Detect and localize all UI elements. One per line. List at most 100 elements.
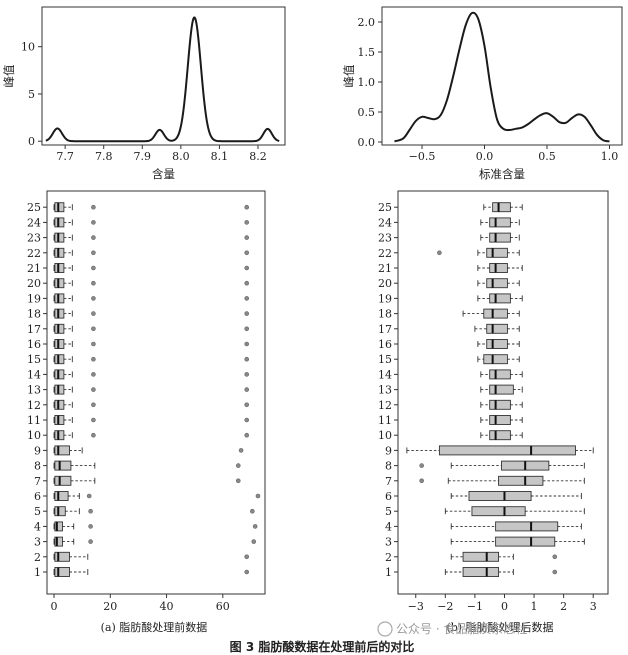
box-row-a: [53, 491, 261, 501]
outlier-point: [86, 493, 92, 499]
x-tick-label-b: 0.0: [476, 150, 494, 163]
y-tick-label-a: 15: [27, 353, 41, 366]
box: [489, 369, 511, 380]
outlier-point: [91, 204, 96, 210]
outlier-point: [244, 402, 250, 408]
y-tick-label-a: 2: [34, 551, 41, 564]
y-tick-label-a: 3: [34, 536, 41, 549]
x-tick-label-a: 8.2: [249, 150, 267, 163]
y-tick-label-b: 15: [378, 353, 392, 366]
y-tick-label-a: 16: [27, 338, 41, 351]
box: [462, 567, 500, 577]
box: [54, 263, 65, 273]
box-row-b: [477, 339, 520, 349]
outlier-point: [244, 296, 250, 301]
outlier-point: [235, 478, 241, 484]
box: [489, 217, 511, 228]
x-tick-label-b: 0: [501, 600, 508, 613]
box-row-a: [53, 460, 241, 471]
outlier-point: [437, 250, 442, 256]
box: [483, 354, 508, 365]
outlier-point: [552, 569, 558, 575]
y-tick-label-a: 22: [27, 247, 41, 260]
box: [489, 384, 514, 395]
y-tick-label-a: 7: [34, 475, 41, 488]
outlier-point: [244, 356, 250, 362]
y-tick-label-b: 0.0: [358, 136, 376, 149]
y-tick-label-a: 5: [28, 88, 35, 101]
outlier-point: [91, 265, 96, 271]
outlier-point: [244, 204, 250, 210]
y-tick-label-a: 17: [27, 323, 41, 336]
x-tick-label-a: 60: [216, 600, 230, 613]
y-tick-label-b: 1.0: [358, 76, 376, 89]
box-row-b: [419, 460, 585, 471]
outlier-point: [244, 265, 250, 271]
y-tick-label-a: 25: [27, 201, 41, 214]
outlier-point: [91, 280, 96, 286]
box-row-a: [53, 202, 250, 213]
y-tick-label-b: 9: [385, 444, 392, 457]
outlier-point: [91, 372, 96, 377]
x-tick-label-a: 7.7: [56, 150, 74, 163]
outlier-point: [91, 356, 96, 362]
box: [483, 308, 508, 319]
box: [489, 430, 511, 441]
x-tick-label-a: 20: [103, 600, 117, 613]
box-row-a: [53, 567, 250, 577]
outlier-point: [91, 326, 96, 332]
box-row-a: [53, 536, 257, 547]
box: [54, 445, 70, 456]
density-plot-a: 7.7 7.8 7.9 8.0 8.1 8.2 0 5 10 含量 峰值: [2, 6, 286, 181]
y-tick-label-a: 21: [27, 262, 41, 275]
outlier-point: [91, 220, 96, 225]
outlier-point: [244, 280, 250, 286]
box-row-b: [477, 263, 523, 273]
box-row-b: [450, 491, 582, 501]
box-row-a: [53, 217, 250, 228]
y-tick-label-b: 7: [385, 475, 392, 488]
box-row-b: [480, 384, 523, 395]
box: [489, 232, 511, 243]
box: [54, 308, 65, 319]
x-tick-label-a: 8.0: [172, 150, 190, 163]
box: [492, 202, 511, 213]
y-tick-label-a: 5: [34, 505, 41, 518]
y-tick-label-b: 25: [378, 201, 392, 214]
box: [486, 247, 508, 258]
box: [54, 247, 65, 258]
box: [498, 475, 544, 486]
y-tick-label-a: 24: [27, 216, 41, 229]
y-tick-label-b: 20: [378, 277, 392, 290]
box-row-a: [53, 232, 250, 243]
box-row-a: [53, 263, 250, 273]
box: [495, 521, 559, 532]
y-tick-label-b: 8: [385, 460, 392, 473]
x-tick-label-a: 7.9: [134, 150, 152, 163]
box-row-a: [53, 339, 250, 349]
y-tick-label-a: 10: [27, 429, 41, 442]
y-tick-label-a: 19: [27, 292, 41, 305]
density-plot-b: −0.5 0.0 0.5 1.0 0.0 0.5 1.0 1.5 2.0 标准含量 峰值: [342, 6, 623, 181]
y-tick-label-b: 0.5: [358, 106, 376, 119]
outlier-point: [91, 341, 96, 347]
outlier-point: [91, 387, 96, 392]
box: [54, 567, 70, 577]
outlier-point: [252, 524, 258, 529]
y-tick-label-a: 11: [27, 414, 41, 427]
x-tick-label-a: 40: [160, 600, 174, 613]
box: [489, 263, 508, 273]
y-tick-label-b: 24: [378, 216, 392, 229]
box-row-b: [477, 293, 523, 304]
box-row-b: [462, 308, 520, 319]
box: [468, 491, 532, 501]
y-tick-label-b: 16: [378, 338, 392, 351]
y-tick-label-b: 12: [378, 399, 392, 412]
box-row-a: [53, 430, 250, 441]
outlier-point: [244, 554, 250, 560]
box: [489, 399, 511, 410]
outlier-point: [244, 432, 250, 438]
outlier-point: [88, 539, 93, 544]
box: [54, 536, 63, 547]
y-tick-label-b: 13: [378, 384, 392, 397]
